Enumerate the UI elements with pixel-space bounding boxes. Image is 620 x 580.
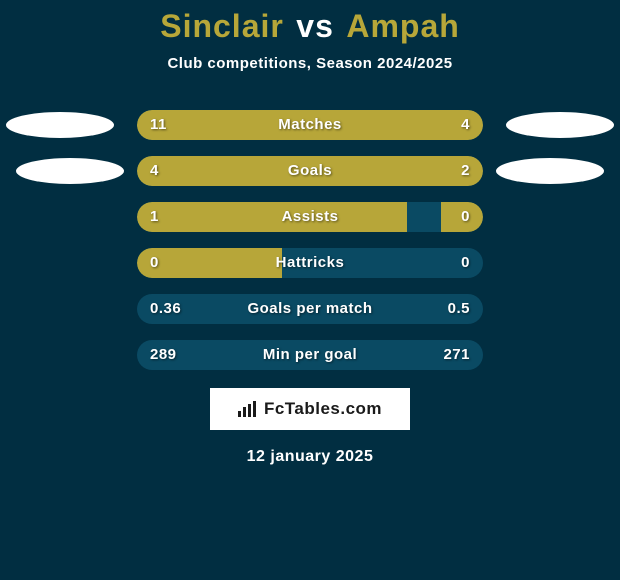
stat-value-right: 0.5 xyxy=(448,294,470,324)
stat-row: 0 Hattricks 0 xyxy=(0,248,620,278)
stat-value-right: 0 xyxy=(461,202,470,232)
player-left-name: Sinclair xyxy=(160,8,284,44)
page-title: Sinclair vs Ampah xyxy=(0,0,620,45)
vs-text: vs xyxy=(296,8,334,44)
stat-value-right: 0 xyxy=(461,248,470,278)
source-logo: FcTables.com xyxy=(210,388,410,430)
player-right-name: Ampah xyxy=(346,8,459,44)
date-label: 12 january 2025 xyxy=(0,448,620,466)
stat-row: 0.36 Goals per match 0.5 xyxy=(0,294,620,324)
logo-text: FcTables.com xyxy=(264,399,382,419)
stat-label: Matches xyxy=(137,110,483,140)
stat-value-right: 2 xyxy=(461,156,470,186)
stat-value-right: 4 xyxy=(461,110,470,140)
stats-area: 11 Matches 4 4 Goals 2 1 Assists 0 0 Hat… xyxy=(0,110,620,370)
stat-label: Goals per match xyxy=(137,294,483,324)
stat-label: Assists xyxy=(137,202,483,232)
stat-row: 4 Goals 2 xyxy=(0,156,620,186)
stat-label: Min per goal xyxy=(137,340,483,370)
barchart-icon xyxy=(238,401,258,417)
stat-row: 1 Assists 0 xyxy=(0,202,620,232)
subtitle: Club competitions, Season 2024/2025 xyxy=(0,55,620,72)
stat-value-right: 271 xyxy=(443,340,470,370)
stat-label: Hattricks xyxy=(137,248,483,278)
stat-row: 289 Min per goal 271 xyxy=(0,340,620,370)
stat-row: 11 Matches 4 xyxy=(0,110,620,140)
stat-label: Goals xyxy=(137,156,483,186)
